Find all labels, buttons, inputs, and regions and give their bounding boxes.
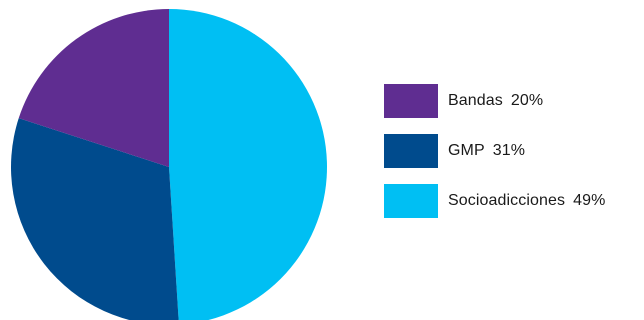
legend-label-bandas: Bandas 20%	[448, 92, 543, 110]
legend-value-gmp: 31%	[492, 142, 526, 159]
legend-name-bandas: Bandas	[448, 92, 503, 109]
pie-slice-bandas	[18, 9, 170, 167]
legend: Bandas 20% GMP 31% Socioadicciones 49%	[384, 84, 642, 234]
legend-item-bandas: Bandas 20%	[384, 84, 642, 118]
legend-name-socioadicciones: Socioadicciones	[448, 192, 566, 209]
legend-value-bandas: 20%	[510, 92, 544, 109]
legend-name-gmp: GMP	[448, 142, 485, 159]
legend-swatch-bandas	[384, 84, 438, 118]
legend-value-socioadicciones: 49%	[573, 192, 606, 209]
legend-label-socioadicciones: Socioadicciones 49%	[448, 192, 605, 210]
legend-swatch-socioadicciones	[384, 184, 438, 218]
pie-slice-socioadicciones	[169, 9, 327, 320]
legend-item-gmp: GMP 31%	[384, 134, 642, 168]
legend-label-gmp: GMP 31%	[448, 142, 525, 160]
legend-item-socioadicciones: Socioadicciones 49%	[384, 184, 642, 218]
legend-swatch-gmp	[384, 134, 438, 168]
pie-slice-gmp	[11, 118, 179, 320]
pie-plot-area	[11, 9, 327, 320]
